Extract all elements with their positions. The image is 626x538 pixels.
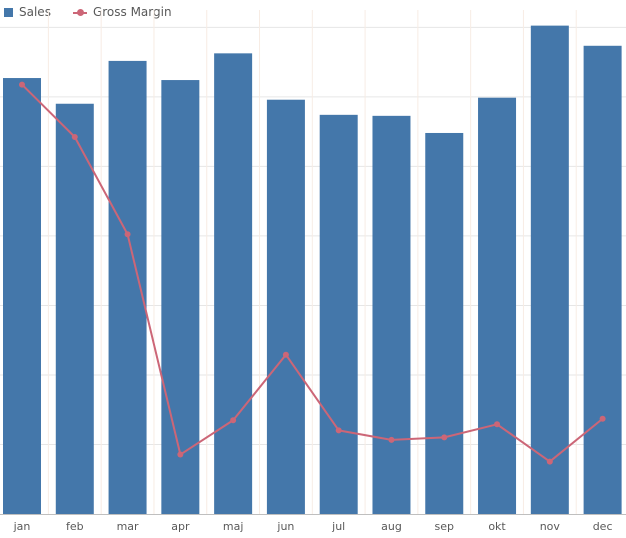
gridlines (0, 10, 626, 514)
gross-margin-point-nov[interactable] (546, 458, 553, 465)
x-tick-label-jul: jul (331, 520, 345, 533)
sales-bar-nov[interactable] (530, 25, 569, 515)
gross-margin-swatch (72, 8, 87, 17)
sales-bar-jul[interactable] (319, 114, 358, 514)
x-tick-label-jan: jan (13, 520, 31, 533)
gross-margin-polyline (21, 83, 604, 463)
gross-margin-point-jun[interactable] (282, 351, 289, 358)
sales-bar-feb[interactable] (55, 103, 94, 514)
x-tick-label-okt: okt (488, 520, 506, 533)
x-tick-label-sep: sep (435, 520, 454, 533)
legend-item-gross-margin[interactable]: Gross Margin (72, 5, 172, 19)
gross-margin-point-maj[interactable] (230, 417, 237, 424)
gross-margin-point-jan[interactable] (19, 81, 25, 88)
x-tick-label-jun: jun (276, 520, 294, 533)
gross-margin-point-aug[interactable] (388, 436, 395, 443)
sales-bar-aug[interactable] (372, 115, 411, 514)
sales-bar-dec[interactable] (583, 45, 622, 515)
sales-bar-jun[interactable] (266, 99, 305, 514)
sales-bars (3, 25, 622, 515)
gross-margin-points (19, 81, 606, 465)
gross-margin-point-apr[interactable] (177, 451, 184, 458)
legend-label-sales: Sales (19, 5, 51, 19)
x-tick-label-apr: apr (171, 520, 190, 533)
legend-label-gross-margin: Gross Margin (92, 5, 172, 19)
sales-bar-jan[interactable] (3, 78, 41, 514)
sales-swatch (4, 7, 13, 17)
sales-bar-sep[interactable] (425, 132, 464, 514)
x-tick-label-aug: aug (381, 520, 402, 533)
gross-margin-point-mar[interactable] (124, 231, 131, 238)
gross-margin-point-feb[interactable] (71, 134, 78, 141)
gross-margin-point-okt[interactable] (494, 421, 501, 428)
gross-margin-point-sep[interactable] (441, 434, 448, 441)
legend: Sales Gross Margin (4, 4, 194, 20)
x-tick-label-maj: maj (223, 520, 244, 533)
gross-margin-point-jul[interactable] (335, 427, 342, 434)
sales-bar-maj[interactable] (214, 53, 253, 515)
x-tick-label-nov: nov (540, 520, 561, 533)
sales-bar-okt[interactable] (478, 97, 517, 515)
legend-item-sales[interactable]: Sales (4, 5, 51, 19)
gross-margin-line (21, 83, 604, 463)
x-tick-label-mar: mar (117, 520, 139, 533)
x-tick-label-feb: feb (66, 520, 84, 533)
gross-margin-point-dec[interactable] (599, 415, 606, 422)
sales-bar-apr[interactable] (161, 80, 200, 514)
x-tick-label-dec: dec (593, 520, 613, 533)
x-axis-ticks: jan feb mar apr maj jun jul aug sep okt nov dec (13, 520, 613, 533)
